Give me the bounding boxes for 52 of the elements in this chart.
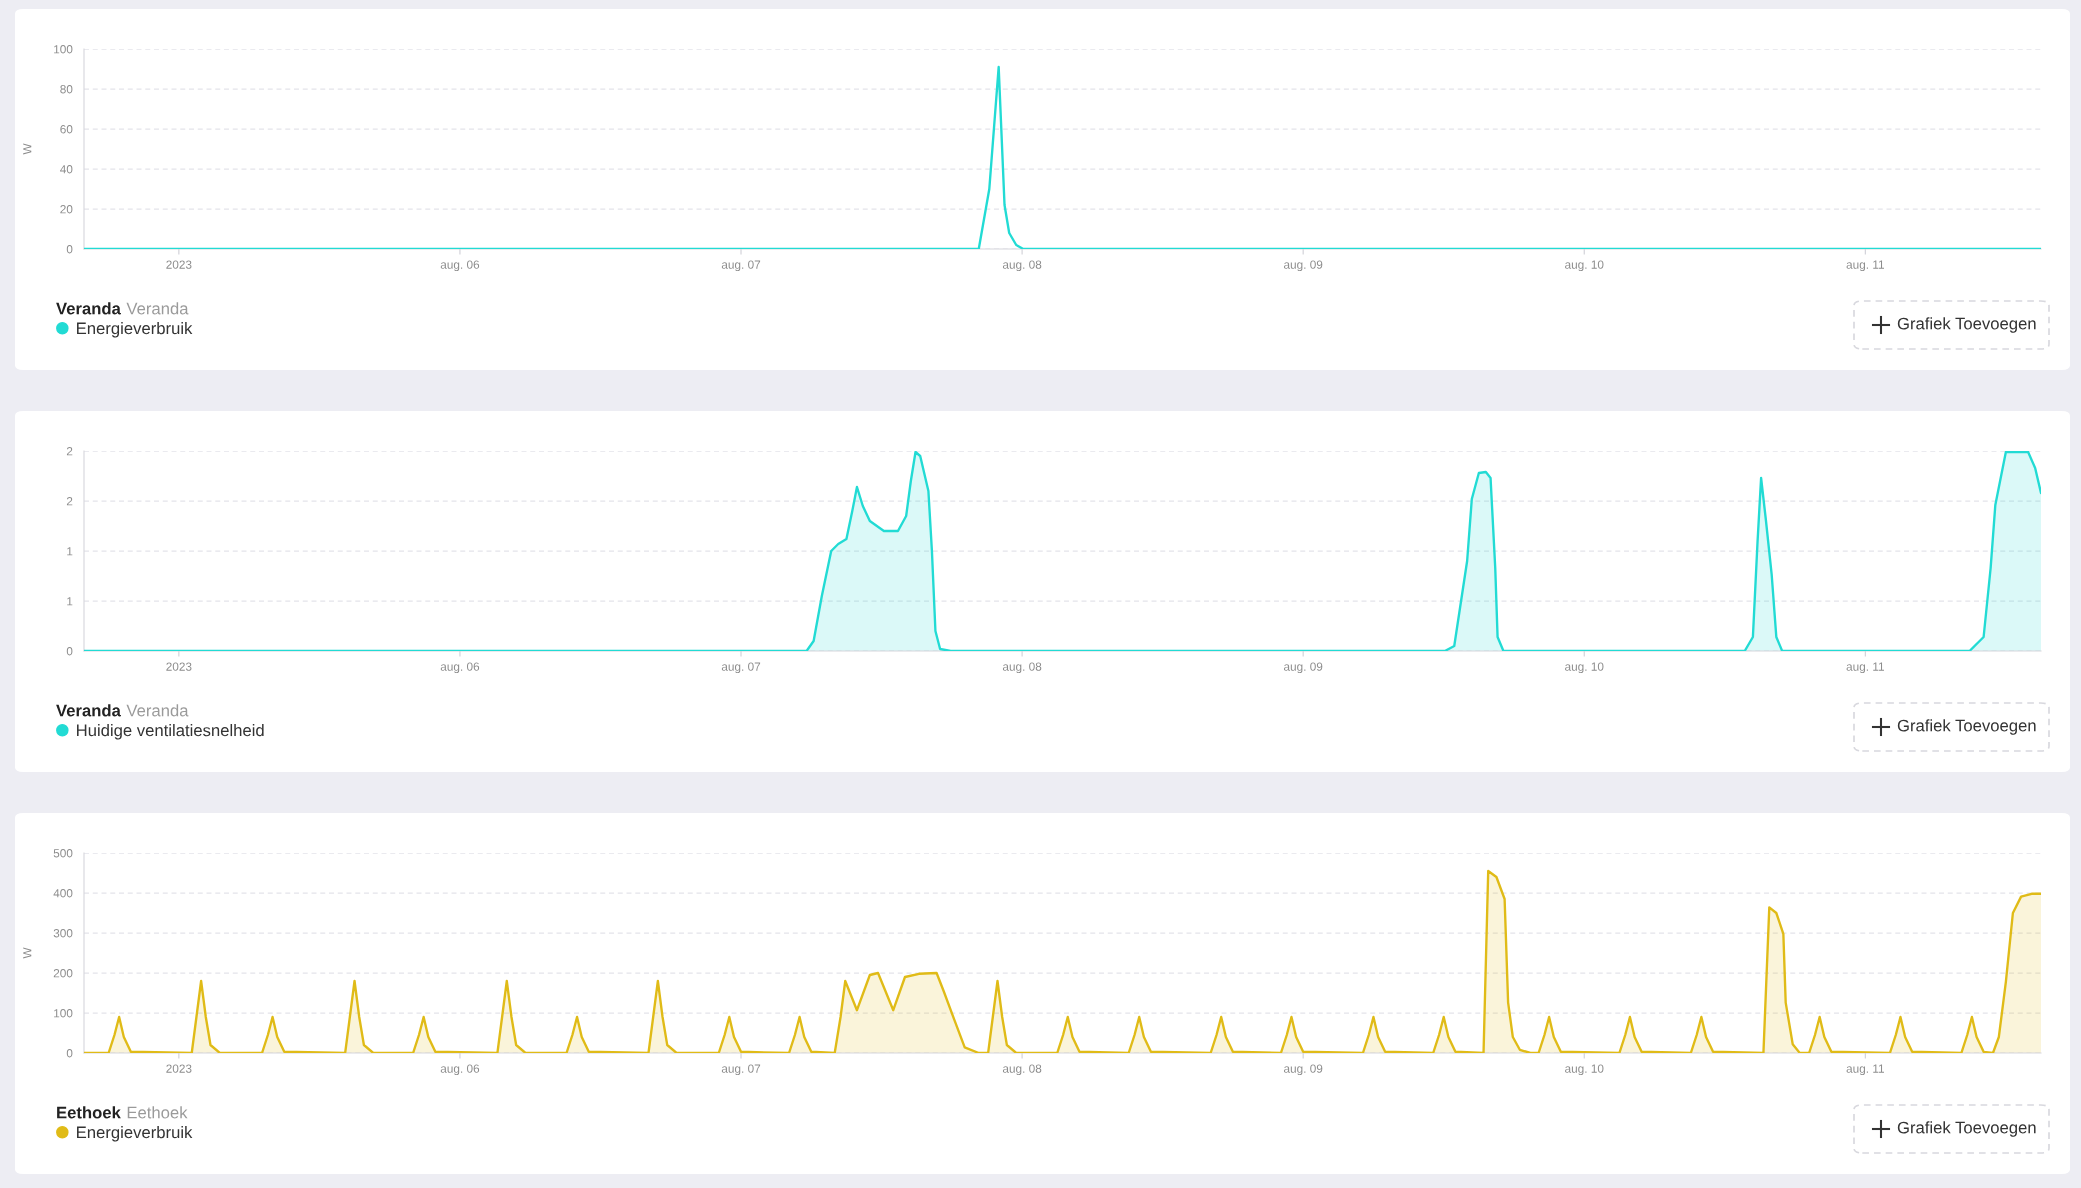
y-axis-title: W	[23, 143, 32, 155]
text: Eethoek	[127, 1106, 188, 1119]
y-tick-label: 1	[67, 547, 73, 556]
x-tick-label: aug. 08	[1002, 1064, 1042, 1076]
x-tick-label: aug. 10	[1565, 260, 1604, 272]
x-tick-label: aug. 07	[721, 662, 761, 674]
text: Veranda	[126, 704, 189, 717]
y-tick-label: 40	[60, 165, 73, 174]
x-tick-label: aug. 06	[440, 260, 480, 272]
x-tick-label: aug. 10	[1565, 662, 1604, 674]
x-tick-label: aug. 08	[1002, 260, 1042, 272]
y-tick-label: 20	[60, 205, 73, 214]
x-tick-label: aug. 09	[1283, 260, 1323, 272]
text: Veranda	[56, 704, 121, 717]
x-tick-label: aug. 09	[1283, 1064, 1323, 1076]
legend-label: Huidige ventilatiesnelheid	[77, 724, 264, 740]
y-tick-label: 60	[60, 125, 73, 134]
text: Grafiek Toevoegen	[1897, 317, 2036, 333]
text: Eethoek	[57, 1106, 121, 1119]
x-tick-label: 2023	[166, 1064, 192, 1073]
y-tick-label: 100	[54, 45, 73, 54]
x-tick-label: 2023	[166, 260, 192, 269]
y-tick-label: 0	[66, 245, 73, 254]
x-tick-label: aug. 09	[1283, 662, 1323, 674]
text: Veranda	[126, 302, 189, 315]
x-tick-label: aug. 11	[1846, 662, 1885, 674]
x-tick-label: aug. 10	[1565, 1064, 1604, 1076]
legend-label: Energieverbruik	[77, 322, 193, 338]
y-tick-label: 0	[66, 1049, 73, 1058]
x-tick-label: aug. 06	[440, 1064, 480, 1076]
x-tick-label: 2023	[166, 662, 192, 671]
x-tick-label: aug. 07	[721, 260, 761, 272]
x-tick-label: aug. 06	[440, 662, 480, 674]
y-tick-label: 80	[60, 85, 73, 94]
x-tick-label: aug. 07	[721, 1064, 761, 1076]
x-tick-label: aug. 11	[1846, 1064, 1885, 1076]
text: Veranda	[56, 302, 121, 315]
y-tick-label: 0	[66, 647, 73, 656]
y-tick-label: 400	[53, 889, 73, 898]
text: Grafiek Toevoegen	[1897, 719, 2036, 735]
x-tick-label: aug. 11	[1846, 260, 1885, 272]
text: Grafiek Toevoegen	[1897, 1121, 2036, 1137]
y-tick-label: 500	[53, 849, 73, 858]
y-tick-label: 100	[54, 1009, 73, 1018]
y-axis-title: W	[23, 947, 32, 959]
x-tick-label: aug. 08	[1002, 662, 1042, 674]
y-tick-label: 1	[67, 597, 73, 606]
y-tick-label: 200	[53, 969, 73, 978]
legend-label: Energieverbruik	[77, 1126, 193, 1142]
y-tick-label: 300	[53, 929, 73, 938]
y-tick-label: 2	[66, 447, 73, 456]
y-tick-label: 2	[66, 497, 73, 506]
